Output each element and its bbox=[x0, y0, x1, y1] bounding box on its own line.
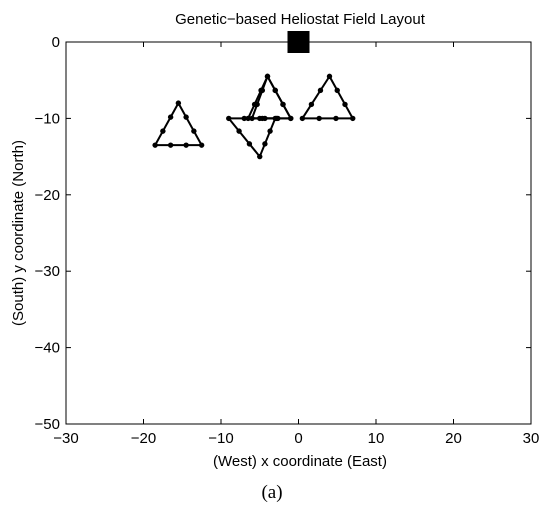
x-tick-label: −20 bbox=[131, 430, 156, 447]
heliostat-point bbox=[152, 142, 157, 147]
heliostat-point bbox=[318, 88, 323, 93]
heliostat-point bbox=[257, 154, 262, 159]
heliostat-groups bbox=[152, 74, 355, 160]
y-tick-label: −20 bbox=[35, 187, 60, 204]
y-axis-title: (South) y coordinate (North) bbox=[10, 140, 27, 326]
x-axis-title: (West) x coordinate (East) bbox=[213, 453, 387, 470]
heliostat-group bbox=[152, 100, 204, 147]
heliostat-point bbox=[274, 116, 279, 121]
heliostat-point bbox=[350, 116, 355, 121]
heliostat-point bbox=[199, 142, 204, 147]
heliostat-point bbox=[183, 114, 188, 119]
heliostat-point bbox=[265, 74, 270, 79]
heliostat-point bbox=[168, 142, 173, 147]
plot-area bbox=[66, 42, 531, 424]
heliostat-group bbox=[226, 116, 278, 160]
heliostat-point bbox=[267, 128, 272, 133]
heliostat-point bbox=[327, 74, 332, 79]
heliostat-group bbox=[300, 74, 356, 121]
y-tick-label: −30 bbox=[35, 263, 60, 280]
figure-caption: (a) bbox=[261, 482, 282, 503]
heliostat-point bbox=[168, 114, 173, 119]
heliostat-point bbox=[252, 102, 257, 107]
heliostat-point bbox=[288, 116, 293, 121]
y-tick-label: 0 bbox=[52, 34, 60, 51]
heliostat-point bbox=[280, 102, 285, 107]
y-tick-label: −10 bbox=[35, 110, 60, 127]
heliostat-group bbox=[249, 74, 293, 121]
x-tick-label: 30 bbox=[523, 430, 540, 447]
x-tick-label: −30 bbox=[53, 430, 78, 447]
heliostat-point bbox=[335, 88, 340, 93]
heliostat-point bbox=[342, 102, 347, 107]
heliostat-point bbox=[309, 102, 314, 107]
heliostat-point bbox=[183, 142, 188, 147]
heliostat-triangle bbox=[302, 76, 352, 118]
heliostat-point bbox=[247, 141, 252, 146]
y-tick-label: −40 bbox=[35, 340, 60, 357]
heliostat-point bbox=[226, 116, 231, 121]
x-ticks: −30 −20 −10 0 10 20 30 bbox=[53, 42, 539, 447]
x-tick-label: 10 bbox=[368, 430, 385, 447]
heliostat-point bbox=[176, 100, 181, 105]
x-tick-label: 20 bbox=[445, 430, 462, 447]
heliostat-point bbox=[258, 88, 263, 93]
heliostat-point bbox=[236, 128, 241, 133]
heliostat-point bbox=[262, 141, 267, 146]
x-tick-label: −10 bbox=[208, 430, 233, 447]
heliostat-point bbox=[316, 116, 321, 121]
y-ticks: 0−10−20−30−40−50 bbox=[35, 34, 531, 433]
heliostat-point bbox=[333, 116, 338, 121]
heliostat-triangle bbox=[229, 118, 276, 156]
x-tick-label: 0 bbox=[294, 430, 302, 447]
heliostat-point bbox=[300, 116, 305, 121]
tower-marker bbox=[288, 31, 310, 53]
heliostat-triangle bbox=[155, 103, 202, 145]
heliostat-point bbox=[191, 128, 196, 133]
heliostat-point bbox=[245, 116, 250, 121]
heliostat-point bbox=[260, 116, 265, 121]
heliostat-point bbox=[273, 88, 278, 93]
chart-title: Genetic−based Heliostat Field Layout bbox=[175, 11, 426, 28]
heliostat-point bbox=[160, 128, 165, 133]
